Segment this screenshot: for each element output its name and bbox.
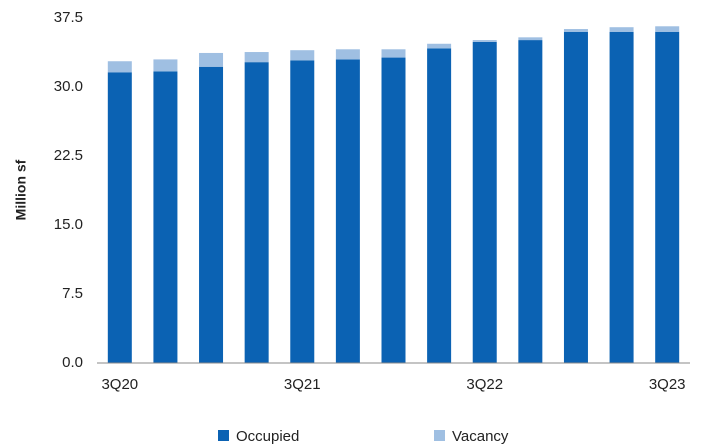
- bar-segment: [427, 48, 452, 364]
- y-tick-label: 37.5: [54, 9, 83, 26]
- bar-segment: [153, 59, 178, 72]
- y-tick-label: 22.5: [54, 147, 83, 164]
- bar-segment: [199, 66, 224, 363]
- y-tick-label: 15.0: [54, 216, 83, 233]
- x-tick-label: 3Q23: [649, 376, 686, 393]
- bar-segment: [472, 41, 497, 364]
- x-tick-label: 3Q22: [466, 376, 503, 393]
- x-tick-label: 3Q20: [101, 376, 138, 393]
- bar-segment: [427, 43, 452, 49]
- bar-segment: [153, 71, 178, 364]
- legend-label: Occupied: [236, 428, 299, 445]
- bar-segment: [655, 26, 680, 32]
- bar-segment: [563, 29, 588, 32]
- legend-swatch: [434, 430, 445, 441]
- bar-segment: [290, 50, 315, 61]
- y-tick-label: 7.5: [62, 285, 83, 302]
- y-tick-label: 30.0: [54, 78, 83, 95]
- bar-segment: [244, 62, 269, 363]
- bar-segment: [290, 60, 315, 363]
- bar-segment: [655, 31, 680, 364]
- bar-segment: [518, 37, 543, 41]
- bar-segment: [244, 52, 269, 63]
- legend-label: Vacancy: [452, 428, 509, 445]
- y-tick-label: 0.0: [62, 354, 83, 371]
- bar-segment: [472, 40, 497, 42]
- legend-swatch: [218, 430, 229, 441]
- bar-segment: [609, 31, 634, 364]
- bar-segment: [518, 40, 543, 364]
- bar-segment: [199, 52, 224, 67]
- bar-segment: [381, 57, 406, 364]
- bar-segment: [335, 59, 360, 364]
- bar-segment: [335, 49, 360, 60]
- bar-segment: [107, 61, 132, 73]
- bar-segment: [609, 27, 634, 32]
- x-tick-label: 3Q21: [284, 376, 321, 393]
- y-axis-label: Million sf: [13, 159, 29, 220]
- bar-segment: [563, 31, 588, 364]
- bar-segment: [381, 49, 406, 58]
- bar-segment: [107, 72, 132, 363]
